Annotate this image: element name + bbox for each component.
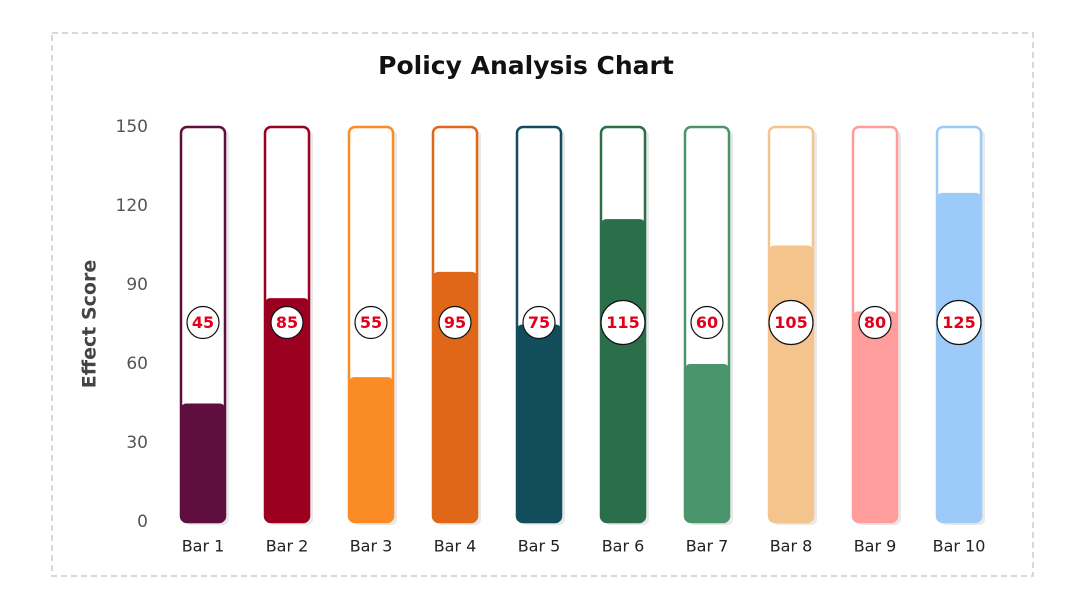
x-tick-label: Bar 8 <box>770 537 813 556</box>
y-tick-label: 90 <box>126 275 148 295</box>
value-label: 55 <box>360 313 382 332</box>
y-tick-label: 60 <box>126 354 148 374</box>
value-label: 105 <box>774 313 807 332</box>
x-tick-label: Bar 9 <box>854 537 897 556</box>
x-tick-label: Bar 4 <box>434 537 477 556</box>
value-label-badge <box>354 305 388 340</box>
chart-title: Policy Analysis Chart <box>378 51 674 80</box>
value-label: 115 <box>606 313 639 332</box>
x-tick-label: Bar 3 <box>350 537 393 556</box>
bar <box>349 377 393 522</box>
value-label: 60 <box>696 313 718 332</box>
value-label: 95 <box>444 313 466 332</box>
value-label-badge <box>270 305 304 340</box>
value-label: 125 <box>942 313 975 332</box>
x-tick-label: Bar 2 <box>266 537 309 556</box>
x-tick-label: Bar 6 <box>602 537 645 556</box>
bar <box>853 311 897 522</box>
y-tick-label: 150 <box>116 117 148 137</box>
bar <box>181 403 225 522</box>
value-label: 45 <box>192 313 214 332</box>
value-label: 75 <box>528 313 550 332</box>
value-label-badge <box>186 305 220 340</box>
value-label-badge <box>600 299 646 346</box>
y-tick-label: 120 <box>116 196 148 216</box>
x-tick-label: Bar 10 <box>933 537 986 556</box>
bar <box>937 192 981 523</box>
value-label-badge <box>936 299 982 346</box>
value-label-badge <box>858 305 892 340</box>
y-axis-label: Effect Score <box>79 260 101 388</box>
y-tick-label: 30 <box>126 433 148 453</box>
value-label: 80 <box>864 313 886 332</box>
value-label: 85 <box>276 313 298 332</box>
value-label-badge <box>522 305 556 340</box>
value-label-badge <box>768 299 814 346</box>
bar <box>685 364 729 522</box>
x-tick-label: Bar 5 <box>518 537 561 556</box>
value-label-badge <box>690 305 724 340</box>
x-tick-label: Bar 7 <box>686 537 729 556</box>
bar <box>517 324 561 522</box>
bar <box>265 298 309 522</box>
bar <box>769 245 813 522</box>
y-tick-label: 0 <box>137 512 148 532</box>
bar <box>601 219 645 522</box>
chart-border <box>51 32 1034 577</box>
value-label-badge <box>438 305 472 340</box>
x-tick-label: Bar 1 <box>182 537 225 556</box>
